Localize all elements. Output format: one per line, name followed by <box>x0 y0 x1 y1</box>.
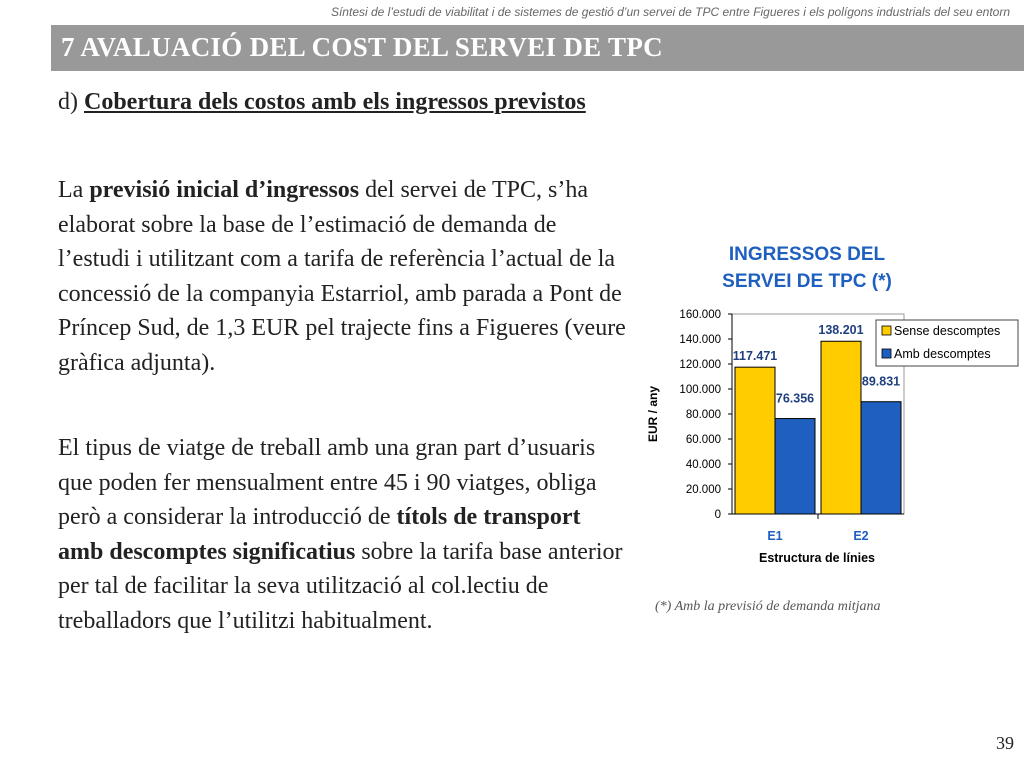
x-axis-label: Estructura de línies <box>759 551 875 565</box>
chart-title-line-1: INGRESSOS DEL <box>729 244 886 265</box>
y-tick-label: 20.000 <box>686 484 721 496</box>
section-title: 7 AVALUACIÓ DEL COST DEL SERVEI DE TPC <box>61 32 663 62</box>
x-tick-label: E2 <box>853 529 868 543</box>
plot-area: 0 20.000 40.000 60.000 80.000 100.000 120.000 1… <box>679 309 905 543</box>
bar-sense-descomptes-e2 <box>820 340 862 515</box>
chart-title-line-2: SERVEI DE TPC (*) <box>722 271 892 292</box>
p2-text-2: sobre la tarifa base anterior per tal de… <box>58 538 623 634</box>
y-tick-label: 80.000 <box>686 409 721 421</box>
y-axis-label: EUR / any <box>646 386 660 442</box>
p1-text-2: del servei de TPC, s’ha elaborat sobre l… <box>58 177 626 376</box>
header-note: Síntesi de l’estudi de viabilitat i de s… <box>330 5 1010 19</box>
data-label: 89.831 <box>862 375 900 389</box>
bar-sense-descomptes-e1 <box>734 366 776 515</box>
y-tick-label: 0 <box>715 509 721 521</box>
bar-amb-descomptes-e2 <box>860 401 902 515</box>
p1-text-1: La <box>58 177 90 203</box>
data-label: 76.356 <box>776 392 814 406</box>
legend-label-amb-descomptes: Amb descomptes <box>894 347 991 361</box>
bar-amb-descomptes-e1 <box>774 418 816 515</box>
chart-caption: (*) Amb la previsió de demanda mitjana <box>655 599 881 614</box>
p2-text-1: El tipus de viatge de treball amb una gr… <box>58 435 597 530</box>
data-label: 138.201 <box>818 323 863 337</box>
y-tick-label: 100.000 <box>679 384 721 396</box>
revenue-chart: INGRESSOS DEL SERVEI DE TPC (*) 0 20.000 4… <box>646 244 1019 565</box>
y-tick-label: 120.000 <box>679 359 721 371</box>
x-tick-label: E1 <box>767 529 782 543</box>
p2-bold: títols de transport amb descomptes signi… <box>58 504 581 565</box>
y-tick-label: 40.000 <box>686 459 721 471</box>
subtitle: d) Cobertura dels costos amb els ingress… <box>58 86 618 119</box>
legend-swatch-amb-descomptes <box>881 348 892 359</box>
legend-swatch-sense-descomptes <box>881 325 892 336</box>
paragraph-1: La previsió inicial d’ingressos del serv… <box>58 173 630 380</box>
y-tick-label: 160.000 <box>679 309 721 321</box>
data-label: 117.471 <box>733 349 778 363</box>
y-tick-label: 140.000 <box>679 334 721 346</box>
paragraph-2: El tipus de viatge de treball amb una gr… <box>58 431 630 638</box>
y-tick-label: 60.000 <box>686 434 721 446</box>
legend-label-sense-descomptes: Sense descomptes <box>894 324 1000 338</box>
legend-box <box>875 319 1019 367</box>
section-title-bar: 7 AVALUACIÓ DEL COST DEL SERVEI DE TPC <box>51 25 1024 71</box>
subtitle-prefix: d) <box>58 89 84 115</box>
p1-bold: previsió inicial d’ingressos <box>89 177 360 203</box>
subtitle-underlined: Cobertura dels costos amb els ingressos … <box>84 89 586 115</box>
page-number: 39 <box>996 733 1014 753</box>
